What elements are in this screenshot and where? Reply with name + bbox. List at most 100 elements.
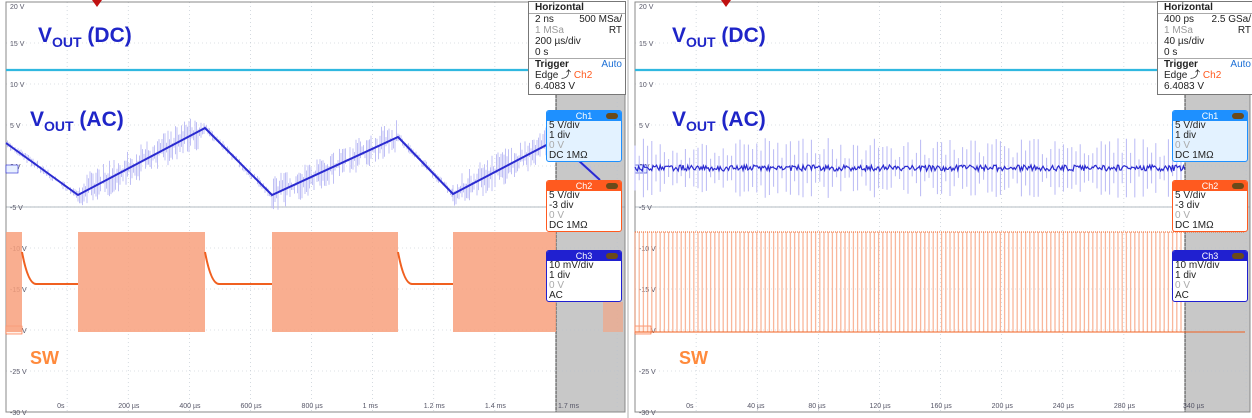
vout-ac-trace <box>635 165 1185 171</box>
ch3-title: Ch3 <box>576 251 593 261</box>
x-tick-label: 280 µs <box>1114 403 1136 410</box>
time-per-div: 40 µs/div <box>1158 36 1252 47</box>
time-offset: 0 s <box>1158 47 1252 58</box>
vout-dc-label: VOUT (DC) <box>38 24 132 50</box>
trigger-level: 6.4083 V <box>529 81 625 92</box>
y-tick-label: 20 V <box>10 4 25 11</box>
ch2-panel[interactable]: Ch2 5 V/div -3 div 0 V DC 1MΩ <box>1172 180 1248 232</box>
x-tick-label: 1.4 ms <box>485 403 507 410</box>
horizontal-panel[interactable]: Horizontal 2 ns 500 MSa/ 1 MSa RT 200 µs/d… <box>528 1 626 95</box>
ch2-title: Ch2 <box>1202 181 1219 191</box>
y-tick-label: 20 V <box>639 4 654 11</box>
sw-burst <box>453 232 556 332</box>
x-tick-label: 120 µs <box>869 403 891 410</box>
x-tick-label: 80 µs <box>808 403 826 410</box>
ch2-toggle-icon[interactable] <box>606 183 618 189</box>
horizontal-title: Horizontal <box>529 2 625 14</box>
ch2-coupling: DC 1MΩ <box>1173 221 1247 231</box>
sample-rate: 500 MSa/ <box>579 14 622 25</box>
rising-edge-icon: ⤴ <box>561 70 571 81</box>
trigger-edge: Edge <box>535 70 558 81</box>
ch3-toggle-icon[interactable] <box>606 253 618 259</box>
x-tick-label: 1.7 ms <box>558 403 580 410</box>
sw-pulse-train <box>635 232 1181 332</box>
trigger-title: Trigger <box>535 59 569 70</box>
y-tick-label: -30 V <box>639 410 656 417</box>
scope-left: 20 V15 V10 V5 V0 V-5 V-10 V-15 V-20 V-25… <box>0 0 627 418</box>
ch3-ground-marker <box>6 165 18 173</box>
x-tick-label: 1 ms <box>363 403 379 410</box>
ch1-panel[interactable]: Ch1 5 V/div 1 div 0 V DC 1MΩ <box>546 110 622 162</box>
trigger-title: Trigger <box>1164 59 1198 70</box>
sw-idle-level <box>22 252 78 284</box>
sw-label: SW <box>30 348 59 369</box>
x-tick-label: 40 µs <box>747 403 765 410</box>
ch2-coupling: DC 1MΩ <box>547 221 621 231</box>
y-tick-label: -25 V <box>10 369 27 376</box>
scope-right: 20 V15 V10 V5 V0 V-5 V-10 V-15 V-20 V-25… <box>629 0 1252 418</box>
x-tick-label: 0s <box>57 403 65 410</box>
sw-idle-level <box>205 252 272 284</box>
ch1-toggle-icon[interactable] <box>1232 113 1244 119</box>
ch3-title: Ch3 <box>1202 251 1219 261</box>
ch3-panel[interactable]: Ch3 10 mV/div 1 div 0 V AC <box>546 250 622 302</box>
y-tick-label: 10 V <box>639 82 654 89</box>
sample-interval: 400 ps <box>1164 14 1194 25</box>
sw-burst <box>6 232 22 332</box>
x-tick-label: 800 µs <box>302 403 324 410</box>
x-tick-label: 160 µs <box>931 403 953 410</box>
vout-dc-label: VOUT (DC) <box>672 24 766 50</box>
trigger-level: 6.4083 V <box>1158 81 1252 92</box>
vout-ac-label: VOUT (AC) <box>30 108 124 134</box>
x-tick-label: 340 µs <box>1183 403 1205 410</box>
y-tick-label: 15 V <box>639 41 654 48</box>
x-tick-label: 200 µs <box>992 403 1014 410</box>
x-tick-label: 200 µs <box>118 403 140 410</box>
y-tick-label: 5 V <box>10 123 21 130</box>
y-tick-label: -30 V <box>10 410 27 417</box>
ch1-coupling: DC 1MΩ <box>1173 151 1247 161</box>
horizontal-title: Horizontal <box>1158 2 1252 14</box>
sw-idle-level <box>398 252 453 284</box>
ch1-title: Ch1 <box>576 111 593 121</box>
sw-burst <box>603 302 623 332</box>
trigger-mode[interactable]: Auto <box>601 59 622 70</box>
sw-burst <box>272 232 398 332</box>
ch1-toggle-icon[interactable] <box>606 113 618 119</box>
trigger-source: Ch2 <box>574 70 592 81</box>
sample-interval: 2 ns <box>535 14 554 25</box>
x-tick-label: 600 µs <box>240 403 262 410</box>
ch3-coupling: AC <box>547 291 621 301</box>
trigger-edge: Edge <box>1164 70 1187 81</box>
memory-depth: 1 MSa <box>1164 25 1193 36</box>
y-tick-label: -5 V <box>10 205 23 212</box>
ch1-coupling: DC 1MΩ <box>547 151 621 161</box>
ch3-panel[interactable]: Ch3 10 mV/div 1 div 0 V AC <box>1172 250 1248 302</box>
ch1-panel[interactable]: Ch1 5 V/div 1 div 0 V DC 1MΩ <box>1172 110 1248 162</box>
rising-edge-icon: ⤴ <box>1190 70 1200 81</box>
vout-ac-label: VOUT (AC) <box>672 108 766 134</box>
x-tick-label: 400 µs <box>179 403 201 410</box>
acq-mode: RT <box>609 25 622 36</box>
ch1-title: Ch1 <box>1202 111 1219 121</box>
ch3-toggle-icon[interactable] <box>1232 253 1244 259</box>
horizontal-panel[interactable]: Horizontal 400 ps 2.5 GSa/ 1 MSa RT 40 µs/… <box>1157 1 1252 95</box>
acq-mode: RT <box>1238 25 1251 36</box>
time-per-div: 200 µs/div <box>529 36 625 47</box>
ch2-panel[interactable]: Ch2 5 V/div -3 div 0 V DC 1MΩ <box>546 180 622 232</box>
sw-burst <box>78 232 205 332</box>
sw-label: SW <box>679 348 708 369</box>
sw-trace <box>6 232 623 332</box>
x-tick-label: 240 µs <box>1053 403 1075 410</box>
trigger-position-marker <box>92 0 102 7</box>
x-tick-label: 0s <box>686 403 694 410</box>
trigger-mode[interactable]: Auto <box>1230 59 1251 70</box>
ch3-coupling: AC <box>1173 291 1247 301</box>
time-offset: 0 s <box>529 47 625 58</box>
ch2-toggle-icon[interactable] <box>1232 183 1244 189</box>
ch2-title: Ch2 <box>576 181 593 191</box>
y-tick-label: -5 V <box>639 205 652 212</box>
x-tick-label: 1.2 ms <box>424 403 446 410</box>
y-tick-label: 15 V <box>10 41 25 48</box>
trigger-source: Ch2 <box>1203 70 1221 81</box>
